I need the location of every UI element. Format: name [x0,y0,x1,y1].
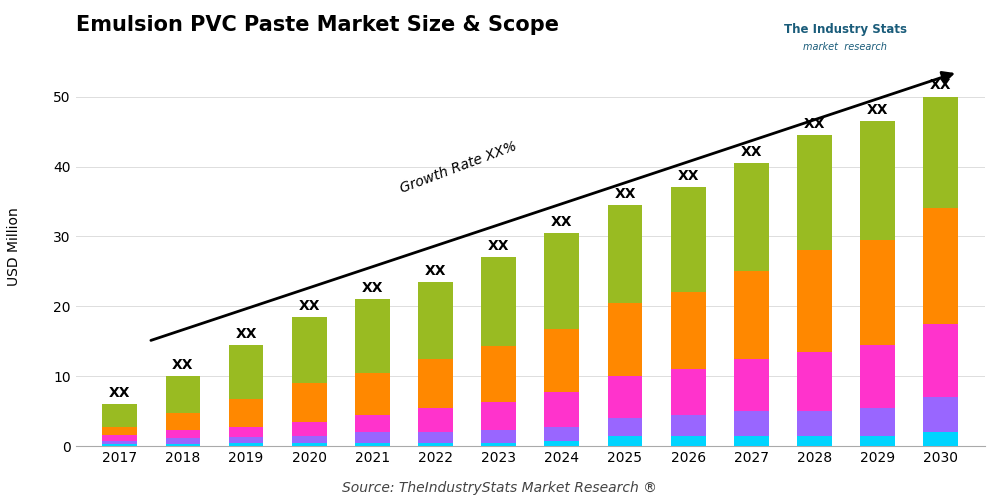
Bar [355,432,390,442]
Bar [102,404,137,426]
Text: XX: XX [614,187,636,201]
Bar [418,408,453,432]
Bar [860,408,895,436]
Bar [418,442,453,446]
Text: XX: XX [930,78,952,92]
Bar [923,96,958,208]
Bar [608,205,642,303]
Bar [481,258,516,346]
Bar [797,250,832,352]
Text: XX: XX [677,170,699,183]
Bar [671,436,706,446]
Bar [671,369,706,414]
Bar [734,359,769,411]
Bar [923,324,958,397]
Bar [734,272,769,359]
Text: XX: XX [804,117,825,131]
Bar [671,188,706,292]
Bar [544,426,579,440]
Text: XX: XX [551,214,573,228]
Bar [355,414,390,432]
Bar [292,436,327,442]
Bar [860,240,895,345]
Bar [292,383,327,422]
Y-axis label: USD Million: USD Million [7,208,21,286]
Bar [166,376,200,412]
Bar [418,432,453,442]
Text: XX: XX [362,281,383,295]
Bar [166,412,200,430]
Bar [292,442,327,446]
Bar [544,440,579,446]
Bar [481,430,516,442]
Bar [860,345,895,408]
Text: XX: XX [235,326,257,340]
Bar [166,430,200,438]
Bar [671,414,706,436]
Bar [229,345,263,399]
Bar [544,328,579,392]
Bar [734,163,769,272]
Bar [923,397,958,432]
Bar [229,398,263,426]
Bar [608,418,642,436]
Bar [608,303,642,376]
Bar [544,392,579,426]
Text: Emulsion PVC Paste Market Size & Scope: Emulsion PVC Paste Market Size & Scope [76,15,558,35]
Bar [797,135,832,250]
Bar [481,346,516,402]
Bar [860,121,895,240]
Bar [608,436,642,446]
Bar [166,444,200,446]
Bar [923,432,958,446]
Text: XX: XX [488,239,509,253]
Bar [102,426,137,435]
Bar [734,436,769,446]
Bar [292,422,327,436]
Bar [292,317,327,383]
Bar [734,411,769,436]
Text: Source: TheIndustryStats Market Research ®: Source: TheIndustryStats Market Research… [342,481,658,495]
Bar [797,436,832,446]
Bar [797,411,832,436]
Bar [544,233,579,328]
Bar [102,444,137,446]
Bar [418,282,453,359]
Bar [229,442,263,446]
Bar [608,376,642,418]
Text: XX: XX [109,386,130,400]
Text: XX: XX [425,264,446,278]
Bar [166,438,200,444]
Bar [481,442,516,446]
Bar [797,352,832,411]
Bar [860,436,895,446]
Text: market  research: market research [803,42,887,52]
Text: XX: XX [298,298,320,312]
Bar [418,359,453,408]
Text: XX: XX [741,145,762,159]
Text: XX: XX [867,103,888,117]
Bar [923,208,958,324]
Bar [229,426,263,437]
Text: Growth Rate XX%: Growth Rate XX% [398,140,519,196]
Bar [102,440,137,444]
Text: XX: XX [172,358,194,372]
Bar [671,292,706,369]
Text: The Industry Stats: The Industry Stats [784,22,906,36]
Bar [229,437,263,442]
Bar [481,402,516,430]
Bar [355,372,390,414]
Bar [355,300,390,372]
Bar [102,435,137,440]
Bar [355,442,390,446]
